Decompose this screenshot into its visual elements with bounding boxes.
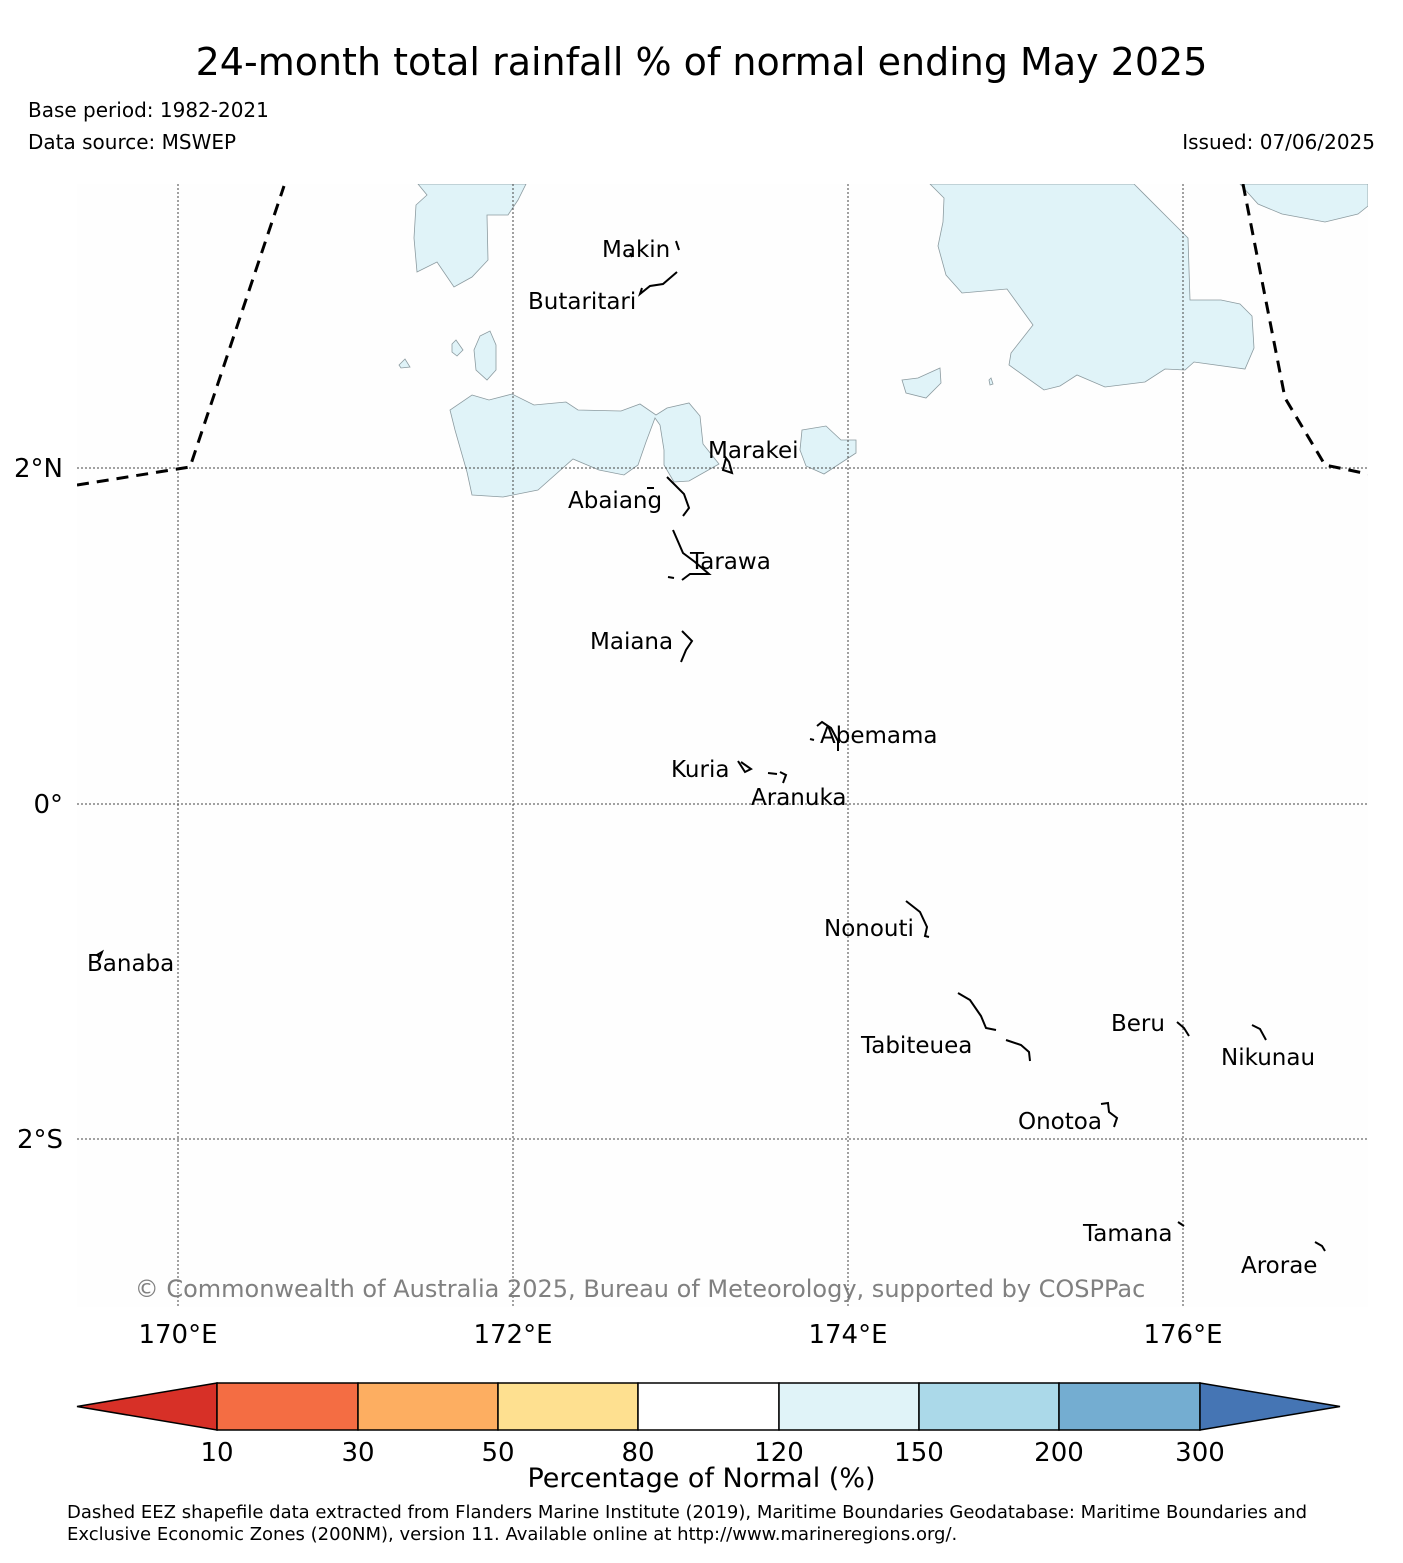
- place-label-beru: Beru: [1111, 1011, 1165, 1037]
- island-tamana: [1177, 1221, 1185, 1227]
- map-title: 24-month total rainfall % of normal endi…: [195, 40, 1208, 84]
- shade-small-4: [901, 367, 942, 399]
- colorbar-segment-below-10: [76, 1382, 218, 1431]
- shade-small-1: [473, 330, 497, 381]
- island-nikunau: [1251, 1024, 1267, 1041]
- island-abemama: [809, 720, 839, 751]
- shade-small-3: [398, 358, 411, 369]
- island-outlines: [95, 240, 1326, 1252]
- shade-small-5: [988, 377, 994, 386]
- island-beru: [1176, 1021, 1190, 1037]
- footnote-line: Exclusive Economic Zones (200NM), versio…: [67, 1524, 958, 1545]
- place-label-kuria: Kuria: [671, 757, 729, 783]
- island-arorae: [1314, 1241, 1326, 1252]
- island-nonouti: [905, 900, 930, 938]
- island-marakei: [721, 455, 734, 475]
- colorbar-tick: 50: [481, 1438, 514, 1468]
- colorbar-ticks: 10 30 50 80 120 150 200 300: [200, 1438, 1224, 1468]
- colorbar-segment-50-80: [497, 1382, 639, 1431]
- lon-label-170e: 170°E: [138, 1320, 217, 1350]
- place-label-nikunau: Nikunau: [1221, 1045, 1315, 1071]
- place-label-marakei: Marakei: [708, 438, 799, 464]
- lon-label-176e: 176°E: [1143, 1320, 1222, 1350]
- copyright-notice: © Commonwealth of Australia 2025, Bureau…: [134, 1275, 1146, 1303]
- place-label-banaba: Banaba: [87, 951, 174, 977]
- place-label-tarawa: Tarawa: [689, 549, 771, 575]
- place-label-onotoa: Onotoa: [1018, 1109, 1102, 1135]
- base-period: Base period: 1982-2021: [28, 98, 269, 122]
- colorbar-tick: 30: [341, 1438, 374, 1468]
- colorbar-segment-80-120: [637, 1382, 780, 1431]
- lon-label-172e: 172°E: [473, 1320, 552, 1350]
- island-kuria: [737, 760, 753, 774]
- place-label-tamana: Tamana: [1082, 1221, 1173, 1247]
- eez-boundaries: [77, 184, 1368, 487]
- lon-label-174e: 174°E: [808, 1320, 887, 1350]
- colorbar-tick: 120: [754, 1438, 804, 1468]
- shaded-areas: [398, 184, 1368, 498]
- colorbar-segment-200-300: [1058, 1382, 1201, 1431]
- shade-north-east: [929, 184, 1255, 391]
- shade-marakei-east: [799, 425, 857, 475]
- shade-north-west: [413, 184, 527, 288]
- colorbar: [76, 1382, 1341, 1431]
- place-label-abemama: Abemama: [820, 723, 937, 749]
- island-tabiteuea: [957, 992, 1031, 1062]
- lat-label-2n: 2°N: [14, 454, 63, 484]
- island-maiana: [680, 630, 694, 663]
- colorbar-segment-above-300: [1199, 1382, 1341, 1431]
- colorbar-tick: 200: [1034, 1438, 1084, 1468]
- island-onotoa: [1100, 1101, 1119, 1128]
- island-makin: [629, 240, 680, 258]
- place-label-abaiang: Abaiang: [568, 488, 662, 514]
- colorbar-tick: 150: [894, 1438, 944, 1468]
- place-label-arorae: Arorae: [1241, 1253, 1317, 1279]
- eez-boundary-west: [77, 185, 286, 487]
- footnote: Dashed EEZ shapefile data extracted from…: [67, 1502, 1307, 1546]
- place-label-nonouti: Nonouti: [824, 916, 914, 942]
- place-label-butaritari: Butaritari: [528, 289, 636, 315]
- place-labels: Makin Butaritari Marakei Abaiang Tarawa …: [87, 237, 1317, 1279]
- issued-date: Issued: 07/06/2025: [1182, 130, 1375, 154]
- place-label-makin: Makin: [602, 237, 670, 263]
- island-banaba: [95, 949, 105, 959]
- shade-far-north-east: [1239, 184, 1368, 223]
- colorbar-title: Percentage of Normal (%): [527, 1463, 876, 1494]
- shade-central: [449, 393, 720, 498]
- colorbar-tick: 300: [1175, 1438, 1225, 1468]
- footnote-line: Dashed EEZ shapefile data extracted from…: [67, 1502, 1308, 1523]
- island-tarawa: [667, 529, 712, 581]
- colorbar-segment-30-50: [357, 1382, 499, 1431]
- island-abaiang: [647, 476, 691, 517]
- shade-small-2: [451, 339, 464, 357]
- place-label-aranuka: Aranuka: [751, 785, 846, 811]
- island-aranuka: [767, 771, 788, 784]
- colorbar-segment-10-30: [216, 1382, 359, 1431]
- colorbar-tick: 80: [621, 1438, 654, 1468]
- lat-label-0: 0°: [33, 790, 63, 820]
- place-label-tabiteuea: Tabiteuea: [860, 1033, 972, 1059]
- colorbar-segment-150-200: [918, 1382, 1060, 1431]
- place-label-maiana: Maiana: [590, 629, 673, 655]
- data-source: Data source: MSWEP: [28, 130, 237, 154]
- colorbar-tick: 10: [200, 1438, 233, 1468]
- colorbar-segment-120-150: [778, 1382, 920, 1431]
- island-butaritari: [637, 271, 678, 297]
- lat-label-2s: 2°S: [17, 1125, 63, 1155]
- eez-boundary-east: [1241, 184, 1368, 476]
